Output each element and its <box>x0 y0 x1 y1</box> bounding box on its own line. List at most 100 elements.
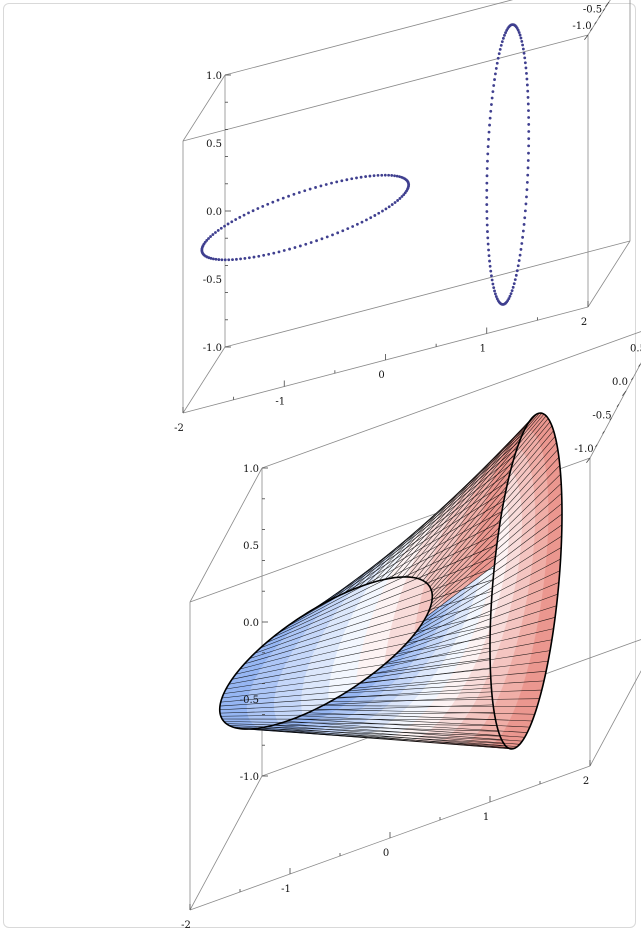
ruling-line <box>272 533 499 638</box>
curve-point <box>485 196 489 199</box>
curve-point <box>486 145 490 148</box>
ruling-line <box>337 689 542 698</box>
curve-point <box>372 174 376 178</box>
ruling-line <box>255 728 513 750</box>
curve-point <box>524 66 528 70</box>
ruling-line <box>397 593 558 653</box>
curve-point <box>376 173 380 177</box>
ruling-line <box>359 660 549 684</box>
ruling-line <box>351 434 523 591</box>
ruling-line <box>220 678 491 703</box>
curve-point <box>223 224 226 228</box>
curve-point <box>525 83 529 87</box>
x-tick-label: -1 <box>275 397 285 408</box>
curve-point <box>387 173 391 177</box>
curve-point <box>346 227 350 231</box>
curve-point <box>525 71 528 75</box>
curve-point <box>527 123 531 126</box>
box-edge <box>261 331 641 469</box>
surface-patch <box>518 689 543 700</box>
ruling-line <box>385 617 556 664</box>
ruling-line <box>228 636 491 685</box>
curve-point <box>486 242 490 246</box>
curve-point <box>276 198 280 202</box>
curve-point <box>527 130 531 133</box>
curve-point <box>243 257 247 260</box>
curve-point <box>518 253 522 257</box>
ruling-line <box>379 628 554 669</box>
curve-point <box>527 109 530 113</box>
curve-point <box>297 191 301 194</box>
x-tick-label: -2 <box>181 920 191 931</box>
curve-point <box>257 254 261 258</box>
axes: -2-1012-1.0-0.50.00.51.0-1.0-0.50.00.51.… <box>181 344 641 932</box>
curve-point <box>514 273 518 277</box>
ruling-line <box>343 440 520 594</box>
curve-point <box>355 176 358 180</box>
x-tick-label: -2 <box>174 423 184 434</box>
curve-point <box>380 173 384 177</box>
curve-point <box>522 223 526 226</box>
curve-point <box>488 116 492 120</box>
z-tick-label: 0.0 <box>243 618 259 629</box>
curve-point <box>512 282 516 286</box>
curve-point <box>516 264 520 268</box>
x-tick-label: 0 <box>383 848 389 859</box>
curve-point <box>523 61 527 65</box>
surface-patch <box>464 712 492 720</box>
ruling-line <box>431 456 560 594</box>
ruling-line <box>344 680 545 694</box>
curve-point <box>520 39 524 43</box>
curve-point <box>492 286 496 290</box>
curve-point <box>526 96 530 99</box>
y-tick <box>602 8 606 12</box>
box-edge <box>182 346 226 414</box>
curve-point <box>485 181 489 185</box>
curve-point <box>320 237 324 241</box>
curve-point <box>485 167 489 170</box>
ruling-line <box>427 436 556 585</box>
ruling-line <box>315 709 535 715</box>
curve-point <box>341 229 345 233</box>
curve-point <box>287 194 290 198</box>
curve-point <box>521 229 525 233</box>
curve-point <box>355 222 359 226</box>
ruling-line <box>273 724 520 745</box>
boundary-curve <box>489 412 563 750</box>
curve-point <box>390 174 394 177</box>
surface-patch <box>476 691 502 700</box>
ruling-line <box>407 570 560 643</box>
ruling-line <box>223 721 497 726</box>
ruling-line <box>330 698 540 702</box>
curve-point <box>486 236 490 240</box>
curve-point <box>383 173 387 177</box>
curve-point <box>314 186 317 189</box>
curve-point <box>499 43 503 47</box>
curve-point <box>390 203 394 206</box>
curve-point <box>495 61 499 65</box>
ruling-line <box>260 727 515 749</box>
curve-point <box>384 207 388 211</box>
curve-point <box>403 191 407 195</box>
z-tick-label: 0.0 <box>206 207 222 218</box>
surface-patch <box>497 690 522 700</box>
ruling-line <box>390 413 538 579</box>
curve-point <box>488 123 491 127</box>
ruling-line <box>372 639 552 674</box>
curve-point <box>498 47 502 51</box>
curve-point <box>525 195 528 199</box>
curve-point <box>214 231 217 234</box>
ruling-line <box>307 480 509 614</box>
curve-point <box>266 202 270 206</box>
axes: -2-1012-1.0-0.50.00.51.0-1.0-0.50.00.51.… <box>174 1 610 434</box>
curve-point <box>488 259 491 263</box>
curve-point <box>288 247 291 251</box>
curve-point <box>527 137 531 141</box>
curve-point <box>373 214 377 217</box>
curve-point <box>501 36 505 40</box>
curve-point <box>234 218 238 221</box>
curve-point <box>490 96 494 100</box>
y-tick-label: 0.5 <box>630 344 641 355</box>
curve-point <box>525 188 529 192</box>
ruling-line <box>244 591 493 665</box>
